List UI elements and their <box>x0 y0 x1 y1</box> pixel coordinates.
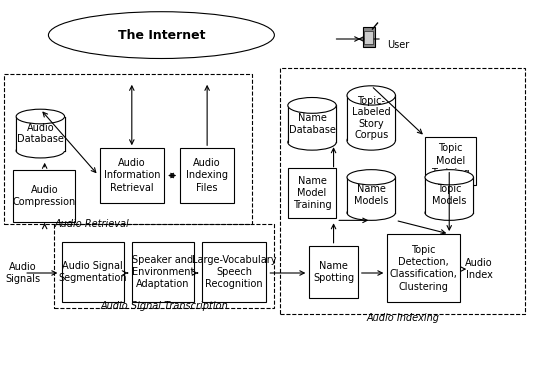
Ellipse shape <box>48 12 274 58</box>
Text: Audio Signal Transcription: Audio Signal Transcription <box>100 301 228 311</box>
Text: Name
Models: Name Models <box>354 184 388 206</box>
Ellipse shape <box>347 170 395 185</box>
Bar <box>347 177 395 213</box>
Bar <box>100 148 164 203</box>
Text: Audio Signal
Segmentation: Audio Signal Segmentation <box>59 261 127 283</box>
Text: Name
Model
Training: Name Model Training <box>293 176 331 211</box>
Ellipse shape <box>288 98 336 113</box>
Bar <box>13 170 75 222</box>
Ellipse shape <box>425 170 473 185</box>
Bar <box>132 242 194 302</box>
Bar <box>280 68 525 314</box>
Bar <box>54 224 274 308</box>
Bar <box>16 117 65 151</box>
Bar <box>180 148 234 203</box>
Bar <box>202 242 266 302</box>
Ellipse shape <box>16 109 65 124</box>
Bar <box>62 242 124 302</box>
Text: Topic-
Labeled
Story
Corpus: Topic- Labeled Story Corpus <box>352 96 391 140</box>
Text: Audio
Database: Audio Database <box>17 123 64 144</box>
Bar <box>387 234 460 302</box>
Text: Name
Database: Name Database <box>288 113 336 135</box>
Text: Topic
Detection,
Classification,
Clustering: Topic Detection, Classification, Cluster… <box>390 245 458 292</box>
Text: Audio Indexing: Audio Indexing <box>367 313 440 323</box>
Text: Topic
Models: Topic Models <box>432 184 466 206</box>
Text: Speaker and
Environment
Adaptation: Speaker and Environment Adaptation <box>132 255 194 289</box>
Text: User: User <box>387 40 409 50</box>
Ellipse shape <box>425 205 473 220</box>
Ellipse shape <box>347 131 395 150</box>
Ellipse shape <box>288 134 336 150</box>
Bar <box>425 177 473 213</box>
Text: Audio
Compression: Audio Compression <box>13 185 76 207</box>
Bar <box>363 27 374 47</box>
Text: Audio
Signals: Audio Signals <box>5 262 40 284</box>
Ellipse shape <box>347 86 395 105</box>
Text: The Internet: The Internet <box>118 28 205 42</box>
Bar <box>425 136 476 185</box>
Bar <box>288 168 336 218</box>
Text: Audio
Information
Retrieval: Audio Information Retrieval <box>103 158 160 193</box>
Bar <box>309 246 358 298</box>
Ellipse shape <box>347 205 395 220</box>
Text: Large-Vocabulary
Speech
Recognition: Large-Vocabulary Speech Recognition <box>192 255 277 289</box>
Text: Audio
Indexing
Files: Audio Indexing Files <box>186 158 228 193</box>
Bar <box>4 74 252 224</box>
Ellipse shape <box>16 144 65 158</box>
Bar <box>347 96 395 140</box>
Bar <box>364 31 373 44</box>
Text: Name
Spotting: Name Spotting <box>313 261 354 283</box>
Bar <box>288 105 336 142</box>
Text: Topic
Model
Training: Topic Model Training <box>431 144 470 178</box>
Text: Audio
Index: Audio Index <box>465 258 493 280</box>
Text: Audio Retrieval: Audio Retrieval <box>54 219 129 229</box>
